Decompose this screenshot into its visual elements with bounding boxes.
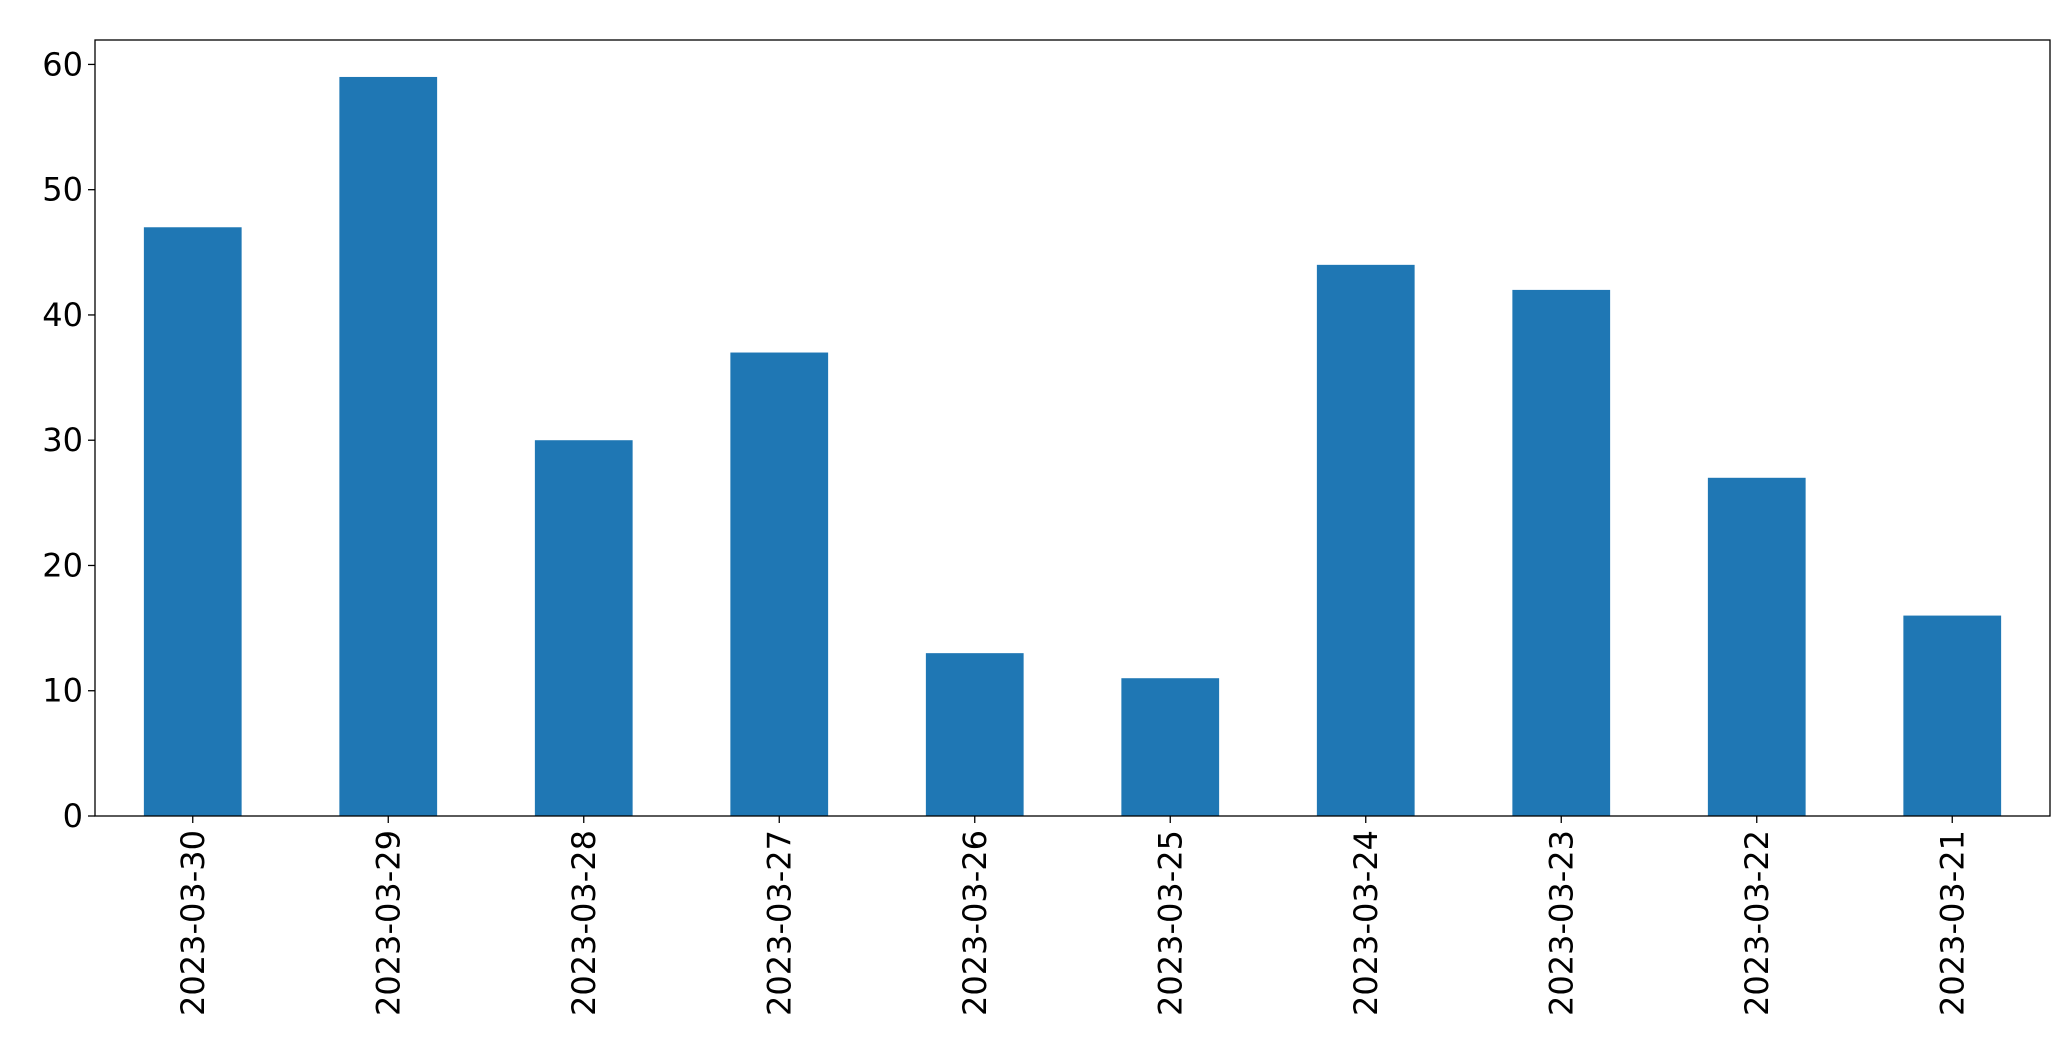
bar (143, 227, 242, 816)
y-tick-label: 10 (42, 672, 83, 710)
y-tick-label: 60 (42, 45, 83, 83)
x-tick-label: 2023-03-26 (956, 830, 994, 1016)
y-tick-label: 50 (42, 171, 83, 209)
bar (339, 76, 438, 816)
x-tick-label: 2023-03-30 (174, 830, 212, 1016)
bar (1903, 615, 2002, 816)
y-tick-label: 40 (42, 296, 83, 334)
x-tick-label: 2023-03-21 (1933, 830, 1971, 1016)
x-tick-label: 2023-03-25 (1151, 830, 1189, 1016)
x-tick-label: 2023-03-22 (1738, 830, 1776, 1016)
x-tick-label: 2023-03-24 (1347, 830, 1385, 1016)
y-tick-label: 20 (42, 546, 83, 584)
x-tick-label: 2023-03-28 (565, 830, 603, 1016)
x-tick-label: 2023-03-23 (1542, 830, 1580, 1016)
bar (1512, 289, 1611, 816)
x-tick-label: 2023-03-29 (369, 830, 407, 1016)
bar (730, 352, 829, 816)
bar (1121, 678, 1220, 816)
y-tick-label: 30 (42, 421, 83, 459)
x-tick-label: 2023-03-27 (760, 830, 798, 1016)
y-tick-label: 0 (63, 797, 83, 835)
plot-frame (94, 39, 2051, 817)
bar (1316, 264, 1415, 817)
bar (925, 653, 1024, 816)
bar (534, 440, 633, 816)
bar (1707, 477, 1806, 816)
